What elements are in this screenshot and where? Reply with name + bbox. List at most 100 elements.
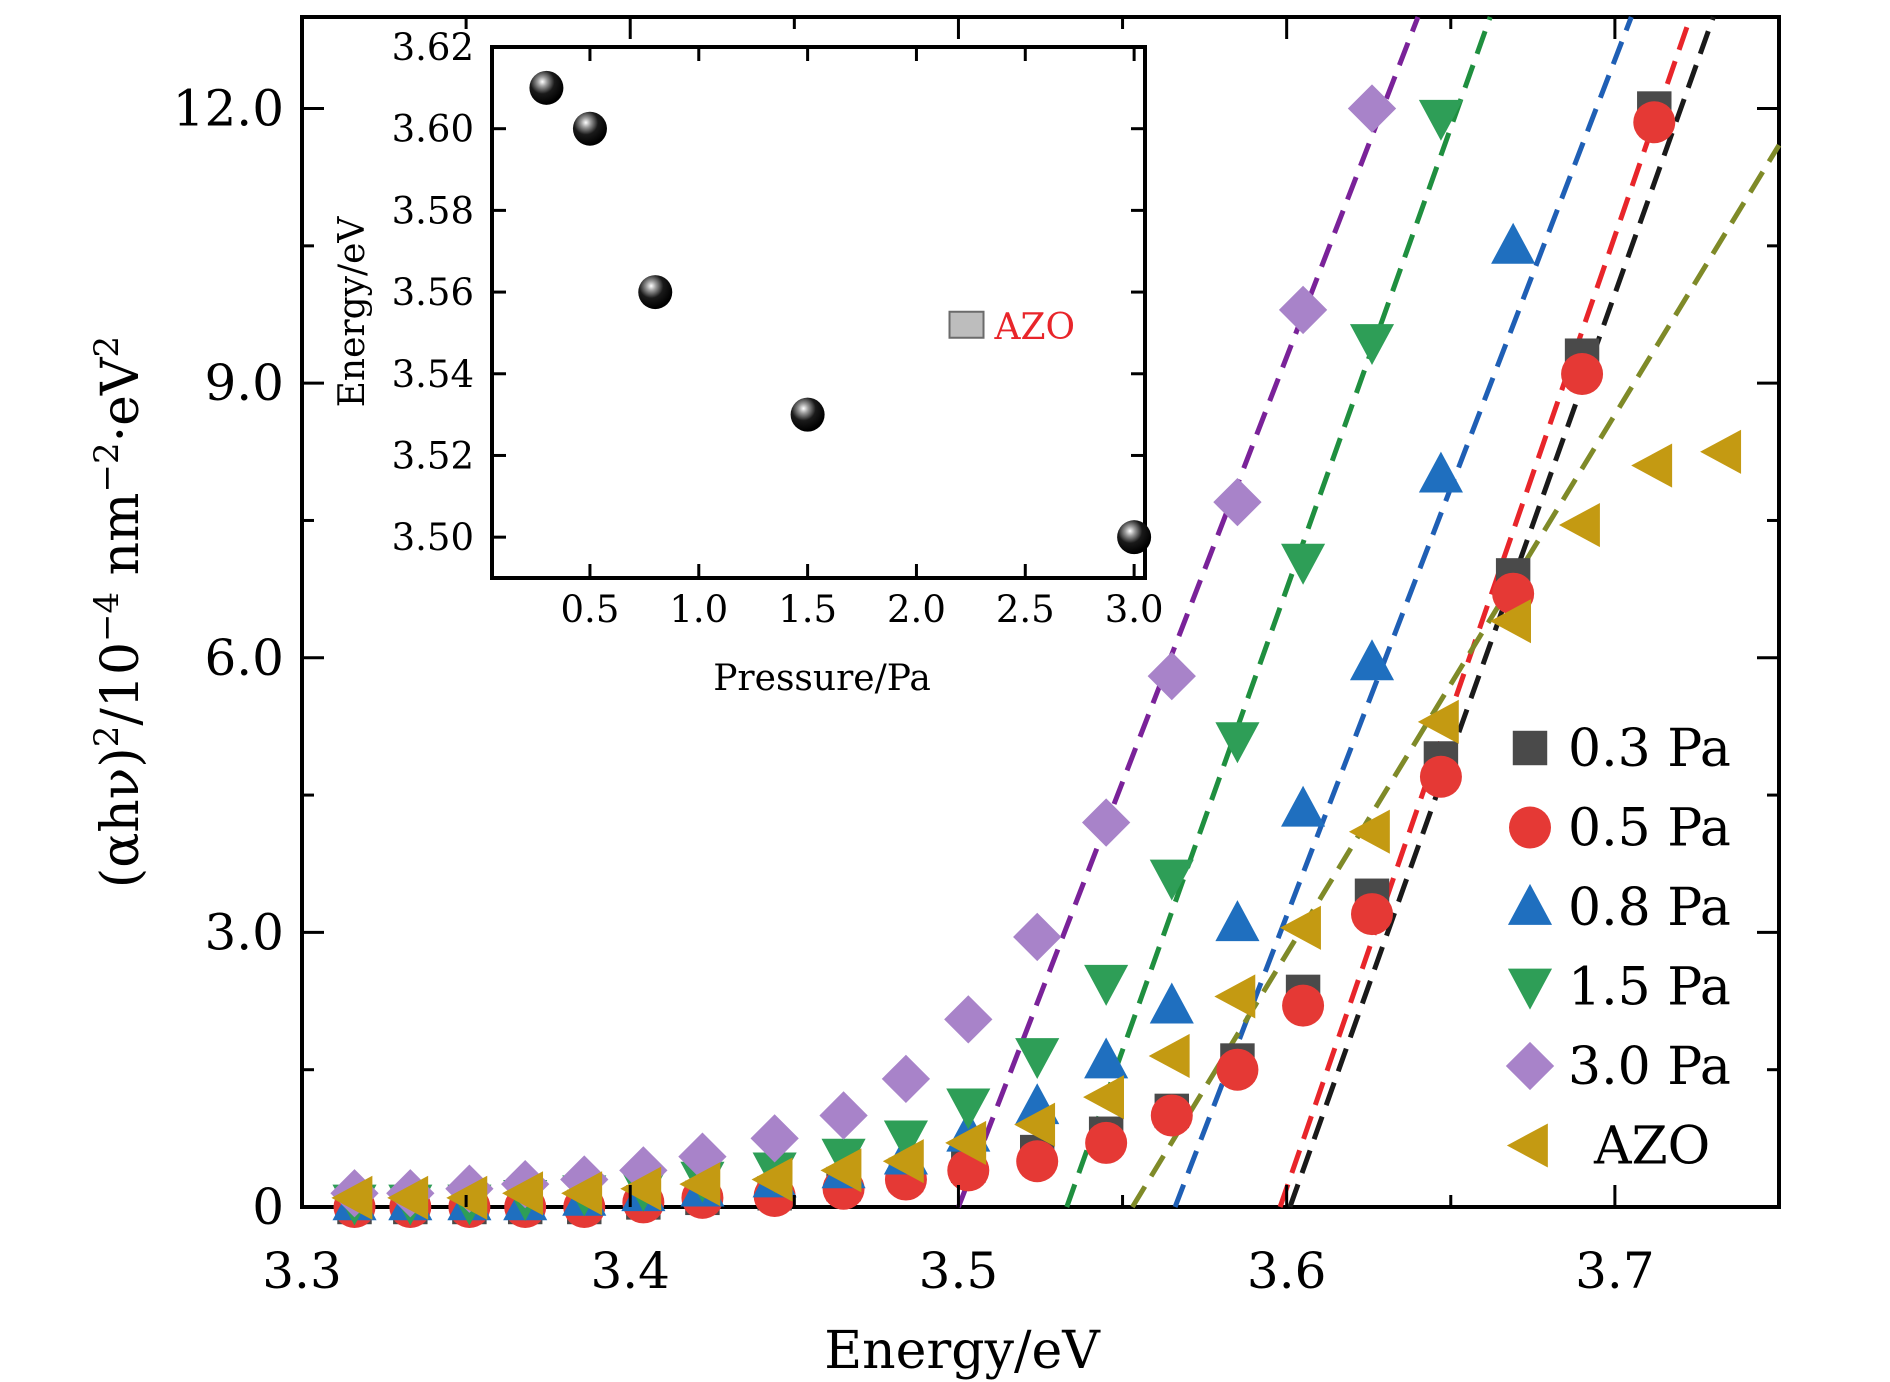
x-tick-label: 3.5 [919,1242,999,1300]
inset-x-tick-label: 1.5 [778,588,837,631]
legend-item-3-0-pa: 3.0 Pa [1505,1037,1731,1097]
inset-y-tick-label: 3.62 [392,26,474,69]
inset-x-tick-label: 3.0 [1105,588,1164,631]
data-point-0-8-pa [1084,1037,1129,1079]
data-point-0-8-pa [1149,982,1194,1024]
data-point-0-5-pa [1419,755,1462,798]
data-point-0-8-pa [1349,639,1395,681]
x-axis-label: Energy/eV [824,1321,1101,1381]
inset-y-tick-label: 3.52 [392,434,474,477]
data-point-0-8-pa [1418,451,1463,493]
inset-data-point [529,70,564,105]
legend-marker-3-0-pa [1505,1041,1555,1091]
data-point-1-5-pa [946,1088,991,1130]
inset-y-tick-label: 3.50 [392,516,474,559]
data-point-3-0-pa [619,1146,668,1195]
legend-marker-0-5-pa [1509,806,1551,849]
legend-label: 3.0 Pa [1568,1037,1731,1097]
inset-data-points [529,70,1152,555]
inset-data-point [572,111,607,146]
data-point-0-5-pa [1085,1121,1128,1164]
data-point-3-0-pa [1278,285,1328,335]
data-point-azo [882,1139,924,1184]
inset-y-tick-label: 3.54 [392,353,474,396]
legend-label: AZO [1593,1117,1710,1177]
x-tick-labels: 3.3 3.4 3.5 3.6 3.7 [262,1242,1654,1300]
data-point-azo [1279,905,1321,950]
data-point-azo [620,1166,662,1211]
inset-x-tick-labels: 0.5 1.0 1.5 2.0 2.5 3.0 [561,588,1164,631]
data-point-3-0-pa [1147,651,1196,701]
inset-y-tick-label: 3.58 [392,189,474,232]
inset-plot-frame [490,45,1147,580]
data-point-1-5-pa [1281,543,1326,585]
data-point-azo [1214,974,1256,1019]
inset-y-tick-label: 3.56 [392,271,474,314]
x-tick-label: 3.7 [1575,1242,1655,1300]
inset-x-tick-label: 1.0 [669,588,728,631]
inset-y-axis-label: Energy/eV [332,216,373,408]
data-point-0-5-pa [1561,353,1604,395]
data-point-3-0-pa [1081,798,1131,847]
inset-data-point [638,275,673,310]
data-point-1-5-pa [1015,1038,1060,1080]
legend-marker-0-3-pa [1512,730,1548,766]
main-plot: 3.3 3.4 3.5 3.6 3.7 0 3.0 6.0 9.0 12.0 Energy/eV… [87,15,1782,1381]
data-point-1-5-pa [883,1120,928,1162]
data-point-0-5-pa [1016,1140,1059,1183]
data-point-3-0-pa [1347,84,1397,133]
data-point-0-5-pa [1150,1094,1193,1137]
inset-azo-marker [948,310,985,339]
data-point-0-8-pa [1491,222,1536,264]
data-point-3-0-pa [750,1114,799,1163]
inset-ticks [492,45,1145,578]
fit-lines [956,16,1782,1209]
data-point-0-5-pa [1351,893,1394,936]
data-point-azo [1348,809,1390,854]
legend-item-1-5-pa: 1.5 Pa [1507,958,1731,1018]
data-point-azo [1631,443,1673,488]
data-point-1-5-pa [1149,859,1194,901]
data-point-0-5-pa [1633,101,1676,144]
x-tick-label: 3.3 [262,1242,342,1300]
inset-y-tick-labels: 3.50 3.52 3.54 3.56 3.58 3.60 3.62 [392,26,474,559]
fit-line-1 [1287,16,1716,1208]
inset-x-tick-label: 2.5 [996,588,1055,631]
data-point-azo [331,1175,373,1220]
inset-data-point [1117,520,1152,555]
data-point-3-0-pa [819,1091,868,1140]
legend: 0.3 Pa 0.5 Pa 0.8 Pa 1.5 Pa 3.0 Pa AZO [1505,719,1731,1177]
y-tick-label: 6.0 [204,629,284,687]
y-tick-label: 9.0 [204,354,284,412]
data-point-3-0-pa [1213,478,1262,527]
data-point-1-5-pa [1349,324,1395,366]
legend-marker-0-8-pa [1507,883,1553,925]
data-point-azo [561,1171,603,1216]
data-point-azo [1083,1075,1124,1120]
data-point-azo [502,1171,544,1216]
legend-marker-azo [1506,1123,1548,1168]
data-point-0-8-pa [1215,900,1260,942]
fit-line-5 [956,16,1421,1208]
legend-item-azo: AZO [1506,1117,1710,1177]
data-point-azo [751,1157,793,1202]
inset-x-axis-label: Pressure/Pa [713,658,931,699]
legend-label: 0.5 Pa [1568,799,1731,859]
main-ticks [300,17,1779,1209]
data-point-azo [1417,699,1459,744]
data-point-azo [1014,1102,1056,1147]
data-point-azo [945,1120,987,1165]
legend-label: 1.5 Pa [1568,958,1731,1018]
y-tick-labels: 0 3.0 6.0 9.0 12.0 [173,80,284,1236]
fit-line-6 [1130,143,1782,1209]
data-point-azo [1148,1033,1190,1079]
data-point-0-5-pa [1282,984,1325,1027]
data-point-3-0-pa [560,1155,609,1204]
inset-plot: 0.5 1.0 1.5 2.0 2.5 3.0 3.503.523.543.563.583… [332,26,1164,699]
inset-x-tick-label: 2.0 [887,588,946,631]
data-point-3-0-pa [678,1132,727,1181]
fit-line-2 [1277,16,1693,1208]
inset-azo-label: AZO [994,307,1076,348]
fit-line-3 [1172,16,1634,1208]
